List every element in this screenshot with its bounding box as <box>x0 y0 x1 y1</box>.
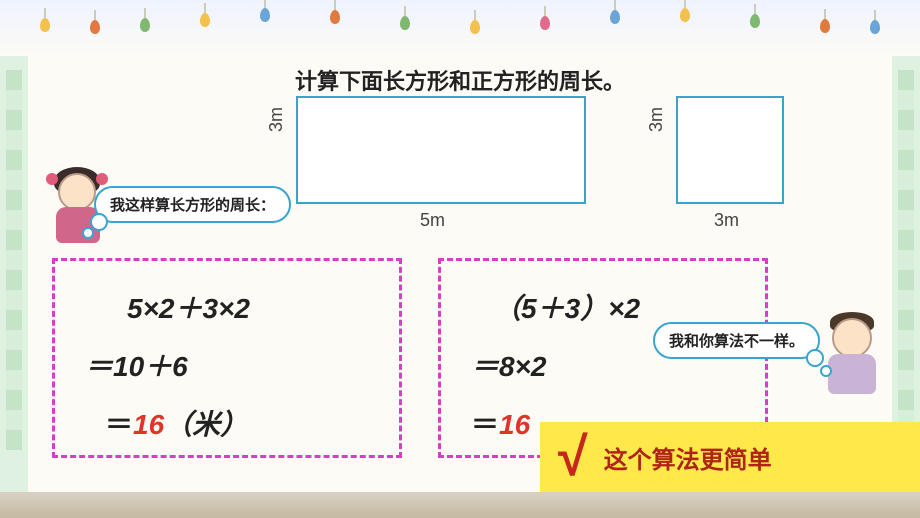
top-garland-decor <box>0 0 920 56</box>
method2-line1: （5＋3）×2 <box>493 287 743 327</box>
check-mark-icon: √ <box>558 430 588 484</box>
conclusion-banner: √ 这个算法更简单 <box>540 422 920 492</box>
method-1-box: 5×2＋3×2 ＝10＋6 ＝16（米） <box>52 258 402 458</box>
rect-height-label: 3m <box>266 107 287 132</box>
square-shape <box>676 96 784 204</box>
method1-line3: ＝16（米） <box>105 403 377 443</box>
rectangle-shape <box>296 96 586 204</box>
method1-line1: 5×2＋3×2 <box>127 287 377 327</box>
square-width-label: 3m <box>714 210 739 231</box>
square-height-label: 3m <box>646 107 667 132</box>
girl-speech-bubble: 我这样算长方形的周长： <box>94 186 291 223</box>
boy-speech-bubble: 我和你算法不一样。 <box>653 322 820 359</box>
boy-character-icon <box>818 310 888 400</box>
method1-line2: ＝10＋6 <box>85 345 377 385</box>
bottom-border-decor <box>0 492 920 518</box>
rect-width-label: 5m <box>420 210 445 231</box>
shapes-diagram: 3m 5m 3m 3m <box>260 96 860 226</box>
page-title: 计算下面长方形和正方形的周长。 <box>0 64 920 96</box>
banner-text: 这个算法更简单 <box>604 440 772 475</box>
